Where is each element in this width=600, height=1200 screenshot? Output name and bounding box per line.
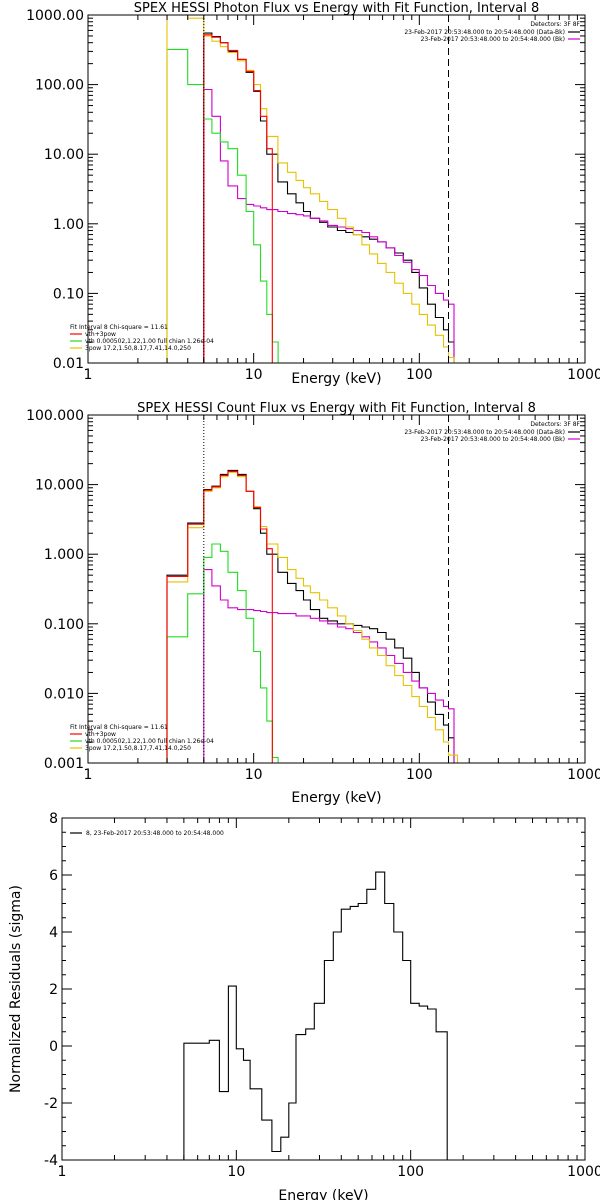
series-line-magenta xyxy=(203,88,455,363)
legend-entry-text: 8, 23-Feb-2017 20:53:48.000 to 20:54:48.… xyxy=(86,830,224,837)
legend-entry-text: vth+3pow xyxy=(85,331,116,338)
y-tick-label: 1.00 xyxy=(53,217,84,233)
x-tick-label: 10 xyxy=(227,1164,245,1180)
series-line-red xyxy=(203,34,273,363)
y-tick-label: 100.000 xyxy=(26,408,84,424)
series-line-black xyxy=(183,871,448,1160)
x-tick-label: 100 xyxy=(397,1164,424,1180)
x-tick-label: 10 xyxy=(245,767,263,783)
count-flux-panel: SPEX HESSI Count Flux vs Energy with Fit… xyxy=(26,401,600,806)
plot-frame xyxy=(61,817,586,1161)
series-group xyxy=(183,871,448,1160)
x-tick-label: 1 xyxy=(84,767,93,783)
y-tick-label: 0.01 xyxy=(53,356,84,372)
y-tick-label: 10.00 xyxy=(44,147,84,163)
legend-entry-text: 3pow 17.2,1.50,8.17,7.41,14.0,250 xyxy=(85,345,191,352)
y-axis-label: Normalized Residuals (sigma) xyxy=(8,885,24,1093)
y-tick-label: 2 xyxy=(49,982,58,998)
legend-header: Fit Interval 8 Chi-square = 11.61 xyxy=(70,324,168,331)
y-tick-label: 100.00 xyxy=(35,78,84,94)
y-tick-label: 6 xyxy=(49,868,58,884)
legend-header: Fit Interval 8 Chi-square = 11.61 xyxy=(70,724,168,731)
series-line-green xyxy=(166,543,279,763)
x-tick-label: 100 xyxy=(406,367,433,383)
legend-entry-text: 3pow 17.2,1.50,8.17,7.41,14.0,250 xyxy=(85,745,191,752)
y-tick-label: 10.000 xyxy=(35,478,84,494)
legend-entry-text: vth 0.000502,1.22,1.00 full chian 1.26e-… xyxy=(85,738,214,745)
y-tick-label: -4 xyxy=(44,1153,58,1169)
legend-entry-text: 23-Feb-2017 20:53:48.000 to 20:54:48.000… xyxy=(421,36,565,43)
x-tick-label: 1000 xyxy=(567,367,600,383)
x-tick-label: 1000 xyxy=(567,1164,600,1180)
legend-entry-text: vth 0.000502,1.22,1.00 full chian 1.26e-… xyxy=(85,338,214,345)
legend-top-left: 8, 23-Feb-2017 20:53:48.000 to 20:54:48.… xyxy=(70,830,224,837)
residuals-panel: 1 10 100 1000 Energy (keV) -4 -2 0 2 4 6 8 Normalize… xyxy=(8,811,600,1200)
legend-entry-text: 23-Feb-2017 20:53:48.000 to 20:54:48.000… xyxy=(404,29,565,36)
legend-entry-text: 23-Feb-2017 20:53:48.000 to 20:54:48.000… xyxy=(421,436,565,443)
legend-entry-text: 23-Feb-2017 20:53:48.000 to 20:54:48.000… xyxy=(404,429,565,436)
y-tick-label: 0 xyxy=(49,1039,58,1055)
legend-bottom-left: Fit Interval 8 Chi-square = 11.61vth+3po… xyxy=(70,324,214,352)
y-tick-label: 0.001 xyxy=(44,756,84,772)
legend-entry-text: vth+3pow xyxy=(85,731,116,738)
y-tick-label: 4 xyxy=(49,925,58,941)
series-group xyxy=(166,14,455,363)
x-tick-label: 100 xyxy=(406,767,433,783)
series-line-red xyxy=(166,470,273,763)
y-tick-label: 1.000 xyxy=(44,547,84,563)
legend-header: Detectors: 3F 8F xyxy=(530,21,580,28)
plot-frame xyxy=(87,414,586,764)
x-axis-label: Energy (keV) xyxy=(291,371,381,387)
x-axis: 1 10 100 1000 xyxy=(58,818,600,1180)
series-line-yellow xyxy=(166,14,455,363)
chart-title: SPEX HESSI Photon Flux vs Energy with Fi… xyxy=(134,1,540,16)
series-line-black xyxy=(203,32,455,363)
x-axis: 1 10 100 1000 xyxy=(84,415,600,783)
x-axis: 1 10 100 1000 xyxy=(84,15,600,383)
x-axis-label: Energy (keV) xyxy=(278,1188,368,1200)
x-axis-label: Energy (keV) xyxy=(291,790,381,806)
photon-flux-panel: SPEX HESSI Photon Flux vs Energy with Fi… xyxy=(26,1,600,387)
y-axis: -4 -2 0 2 4 6 8 xyxy=(44,811,585,1169)
series-line-yellow xyxy=(166,471,463,764)
series-line-green xyxy=(166,48,279,363)
series-group xyxy=(166,469,463,764)
y-axis: 0.001 0.010 0.100 1.000 10.000 100.000 xyxy=(26,408,585,772)
x-tick-label: 1000 xyxy=(567,767,600,783)
y-axis: 0.01 0.10 1.00 10.00 100.00 1000.00 xyxy=(26,8,585,372)
y-tick-label: 0.100 xyxy=(44,617,84,633)
x-tick-label: 1 xyxy=(58,1164,67,1180)
legend-bottom-left: Fit Interval 8 Chi-square = 11.61vth+3po… xyxy=(70,724,214,752)
chart-title: SPEX HESSI Count Flux vs Energy with Fit… xyxy=(137,401,536,416)
legend-header: Detectors: 3F 8F xyxy=(530,421,580,428)
series-line-magenta xyxy=(203,569,455,763)
y-tick-label: -2 xyxy=(44,1096,58,1112)
y-tick-label: 0.10 xyxy=(53,286,84,302)
y-tick-label: 8 xyxy=(49,811,58,827)
x-tick-label: 10 xyxy=(245,367,263,383)
y-tick-label: 1000.00 xyxy=(26,8,84,24)
plot-frame xyxy=(87,14,586,364)
y-tick-label: 0.010 xyxy=(44,686,84,702)
x-tick-label: 1 xyxy=(84,367,93,383)
